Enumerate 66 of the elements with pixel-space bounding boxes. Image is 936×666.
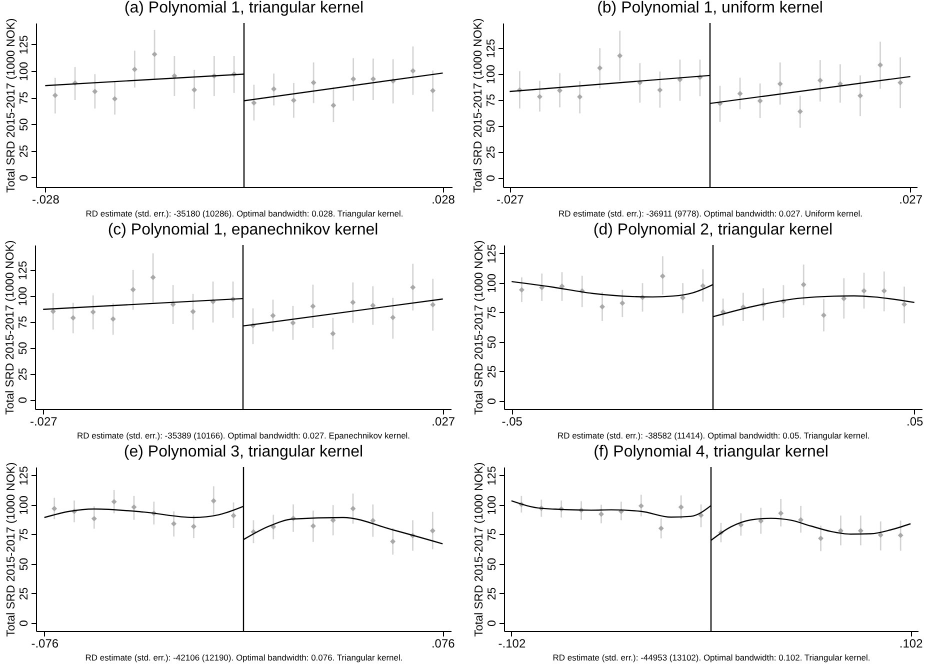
y-tick-label: 125 — [486, 38, 498, 58]
y-tick-label: 100 — [18, 286, 30, 306]
y-axis-title: Total SRD 2015-2017 (1000 NOK) — [6, 462, 18, 637]
text: RD estimate (std. err.): -38582 (11414). Optimal bandwidth: 0.05. Triangular kernel. — [557, 430, 870, 440]
y-axis-title: Total SRD 2015-2017 (1000 NOK) — [6, 18, 18, 193]
y-tick-label: 100 — [18, 496, 30, 515]
y-tick-label: 50 — [486, 120, 498, 133]
x-tick-label: -.05 — [502, 414, 523, 428]
y-tick-label: 100 — [486, 64, 498, 84]
y-tick-label: 0 — [486, 398, 498, 404]
y-tick-label: 25 — [18, 144, 30, 158]
y-tick-label: 75 — [486, 306, 498, 320]
y-tick-label: 25 — [18, 368, 30, 381]
y-tick-label: 50 — [18, 558, 30, 571]
chart-title: (a) Polynomial 1, triangular kernel — [124, 0, 364, 17]
y-tick-label: 125 — [486, 466, 498, 486]
y-tick-label: 125 — [18, 35, 30, 54]
text: RD estimate (std. err.): -36911 (9778). Optimal bandwidth: 0.027. Uniform kernel. — [558, 208, 863, 218]
y-tick-label: 0 — [486, 174, 498, 182]
y-tick-label: 125 — [486, 244, 498, 264]
x-tick-label: -.076 — [31, 636, 59, 650]
chart-title: (c) Polynomial 1, epanechnikov kernel — [108, 222, 378, 239]
text: RD estimate (std. err.): -44953 (13102). Optimal bandwidth: 0.102. Triangular kernel. — [552, 652, 870, 662]
y-axis-title: Total SRD 2015-2017 (1000 NOK) — [472, 18, 484, 193]
y-axis-title: Total SRD 2015-2017 (1000 NOK) — [474, 462, 486, 637]
x-tick-label: .027 — [899, 192, 923, 206]
y-tick-label: 125 — [18, 260, 30, 280]
y-tick-label: 75 — [18, 316, 30, 329]
y-tick-label: 75 — [18, 92, 30, 104]
y-tick-label: 50 — [486, 336, 498, 349]
text: RD estimate (std. err.): -42106 (12190). Optimal bandwidth: 0.076. Triangular kernel. — [85, 652, 403, 662]
y-tick-label: 25 — [486, 365, 498, 378]
x-tick-label: .102 — [899, 636, 924, 650]
y-tick-label: 100 — [486, 496, 498, 515]
y-tick-label: 75 — [486, 94, 498, 107]
y-tick-label: 0 — [486, 620, 498, 626]
x-tick-label: .05 — [906, 414, 924, 428]
chart-title: (f) Polynomial 4, triangular kernel — [594, 444, 828, 461]
y-tick-label: 25 — [18, 587, 30, 600]
y-tick-label: 0 — [18, 620, 30, 626]
chart-title: (e) Polynomial 3, triangular kernel — [124, 444, 364, 461]
y-tick-label: 25 — [486, 146, 498, 159]
y-tick-label: 125 — [18, 466, 30, 486]
y-tick-label: 50 — [18, 342, 30, 355]
y-tick-label: 100 — [18, 62, 30, 82]
x-tick-label: .028 — [432, 192, 456, 206]
y-tick-label: 100 — [486, 274, 498, 293]
x-tick-label: -.027 — [30, 414, 58, 428]
text: RD estimate (std. err.): -35180 (10286). Optimal bandwidth: 0.028. Triangular kernel. — [86, 208, 404, 218]
y-tick-label: 0 — [18, 174, 30, 182]
y-tick-label: 0 — [18, 396, 30, 404]
x-tick-label: -.102 — [498, 636, 526, 650]
y-axis-title: Total SRD 2015-2017 (1000 NOK) — [474, 240, 486, 415]
y-tick-label: 75 — [18, 528, 30, 542]
chart-title: (d) Polynomial 2, triangular kernel — [593, 222, 833, 239]
y-tick-label: 25 — [486, 587, 498, 600]
x-tick-label: -.028 — [32, 192, 60, 206]
y-axis-title: Total SRD 2015-2017 (1000 NOK) — [4, 240, 16, 415]
y-tick-label: 50 — [18, 118, 30, 132]
text: RD estimate (std. err.): -35389 (10166). Optimal bandwidth: 0.027. Epanechnikov kernel. — [76, 430, 410, 440]
x-tick-label: .076 — [431, 636, 456, 650]
y-tick-label: 75 — [486, 528, 498, 542]
x-tick-label: .027 — [432, 414, 456, 428]
x-tick-label: -.027 — [496, 192, 524, 206]
chart-title: (b) Polynomial 1, uniform kernel — [597, 0, 823, 17]
y-tick-label: 50 — [486, 558, 498, 571]
